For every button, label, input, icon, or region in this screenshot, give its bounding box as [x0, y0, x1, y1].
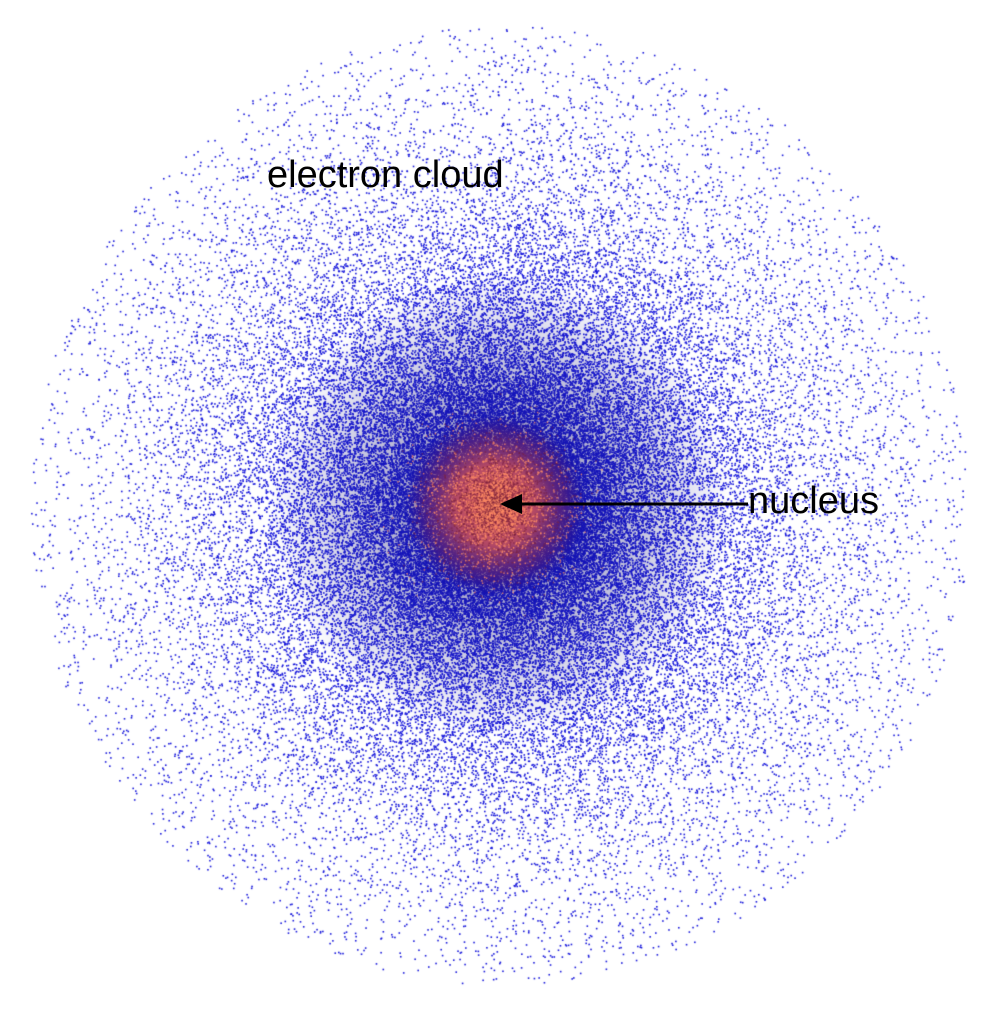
nucleus-label: nucleus: [748, 480, 879, 522]
nucleus-pointer-arrow: [500, 494, 748, 514]
left-arrow-icon: [500, 494, 522, 514]
electron-cloud-label: electron cloud: [267, 154, 504, 196]
